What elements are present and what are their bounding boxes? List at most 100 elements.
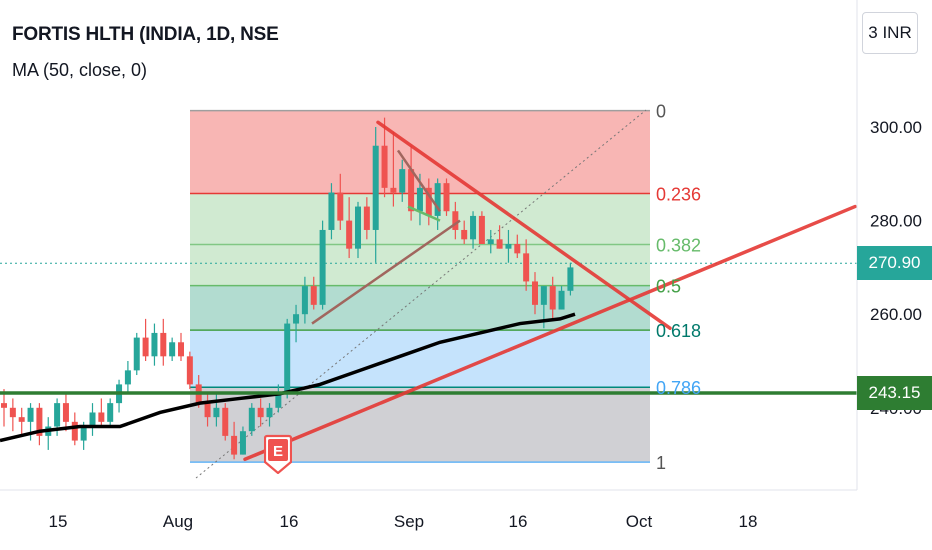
candle-body xyxy=(27,407,34,422)
candle-body xyxy=(301,286,308,315)
price-tick-label: 300.00 xyxy=(870,118,922,137)
earnings-label: E xyxy=(273,443,283,460)
candle-body xyxy=(346,220,353,249)
candle-body xyxy=(496,239,503,249)
price-tick-label: 280.00 xyxy=(870,212,922,231)
candle-body xyxy=(133,337,140,371)
candle-body xyxy=(275,393,282,408)
candle-body xyxy=(284,323,291,394)
fib-labels: 0 0.236 0.382 0.5 0.618 0.786 1 xyxy=(656,102,701,473)
symbol-title[interactable]: FORTIS HLTH (INDIA, 1D, NSE xyxy=(12,24,279,45)
descending-resistance-line xyxy=(376,120,672,330)
candle-body xyxy=(523,253,530,282)
candle-body xyxy=(231,435,238,455)
level-price-tag: 243.15 xyxy=(857,376,932,410)
fibonacci-retracement xyxy=(190,110,650,463)
candle-body xyxy=(310,286,317,305)
candle-body xyxy=(514,244,521,254)
candle-body xyxy=(372,145,379,230)
candle-body xyxy=(532,281,538,305)
candle-body xyxy=(9,407,16,418)
candle-body xyxy=(425,187,432,216)
candle-body xyxy=(355,206,361,249)
candle-body xyxy=(257,407,264,418)
candle-body xyxy=(213,407,220,418)
time-tick-label: 16 xyxy=(509,512,528,531)
candle-body xyxy=(567,267,574,291)
candle-body xyxy=(36,407,43,436)
candles xyxy=(1,117,574,460)
candle-body xyxy=(98,412,105,422)
candle-body xyxy=(381,145,388,188)
candle-body xyxy=(169,342,176,357)
candle-body xyxy=(487,239,494,244)
last-price-tag: 270.90 xyxy=(857,246,932,280)
candle-body xyxy=(107,403,114,422)
candle-body xyxy=(62,403,69,422)
candle-body xyxy=(186,356,193,385)
candle-body xyxy=(363,206,370,230)
candle-body xyxy=(408,169,415,212)
candle-body xyxy=(478,215,485,244)
candle-body xyxy=(293,314,300,324)
candle-body xyxy=(549,286,556,310)
fib-level-label: 0.236 xyxy=(656,184,701,204)
candle-body xyxy=(89,412,96,427)
candle-body xyxy=(80,426,87,441)
fib-level-label: 0 xyxy=(656,102,666,122)
time-tick-label: 16 xyxy=(280,512,299,531)
time-tick-label: 15 xyxy=(49,512,68,531)
price-tick-label: 260.00 xyxy=(870,305,922,324)
candle-body xyxy=(434,183,441,216)
candle-body xyxy=(1,403,7,408)
wedge-line xyxy=(407,205,441,222)
candle-body xyxy=(151,332,158,357)
fib-level-label: 1 xyxy=(656,453,666,473)
candle-body xyxy=(319,229,326,305)
candle-body xyxy=(204,403,211,418)
currency-button[interactable]: 3 INR xyxy=(862,12,918,54)
time-tick-label: Aug xyxy=(163,512,193,531)
candle-body xyxy=(54,403,61,427)
candle-body xyxy=(558,290,565,310)
candle-body xyxy=(399,169,406,193)
time-tick-label: Oct xyxy=(626,512,653,531)
axes: 300.00280.00260.00240.0015Aug16Sep16Oct1… xyxy=(0,0,922,531)
candle-body xyxy=(416,187,423,212)
ma50-line xyxy=(0,312,576,443)
candle-body xyxy=(328,192,335,230)
candle-body xyxy=(266,407,273,418)
candle-body xyxy=(71,421,78,441)
moving-average xyxy=(0,312,576,443)
earnings-marker[interactable]: E xyxy=(264,434,292,474)
fib-band xyxy=(190,330,650,388)
wedge-line xyxy=(311,219,461,325)
candle-body xyxy=(443,183,450,212)
fib-level-label: 0.382 xyxy=(656,235,701,255)
candle-body xyxy=(337,192,344,221)
fib-band xyxy=(190,285,650,331)
candle-body xyxy=(18,417,25,422)
fib-level-label: 0.786 xyxy=(656,378,701,398)
time-tick-label: Sep xyxy=(394,512,424,531)
fib-level-label: 0.618 xyxy=(656,321,701,341)
candle-body xyxy=(178,342,184,357)
candle-body xyxy=(222,407,229,436)
fib-level-label: 0.5 xyxy=(656,277,681,297)
candle-body xyxy=(248,407,255,432)
candle-body xyxy=(470,215,477,240)
candle-body xyxy=(452,211,459,230)
candle-body xyxy=(124,370,131,385)
candle-body xyxy=(142,337,149,357)
candle-body xyxy=(160,332,167,357)
indicator-label[interactable]: MA (50, close, 0) xyxy=(12,60,148,80)
candle-body xyxy=(390,187,397,193)
candle-body xyxy=(540,286,547,305)
ascending-support-line xyxy=(243,204,857,462)
candle-body xyxy=(505,244,512,249)
candle-body xyxy=(461,229,468,240)
wedge-line xyxy=(396,149,442,212)
fib-band xyxy=(190,387,650,463)
time-tick-label: 18 xyxy=(739,512,758,531)
